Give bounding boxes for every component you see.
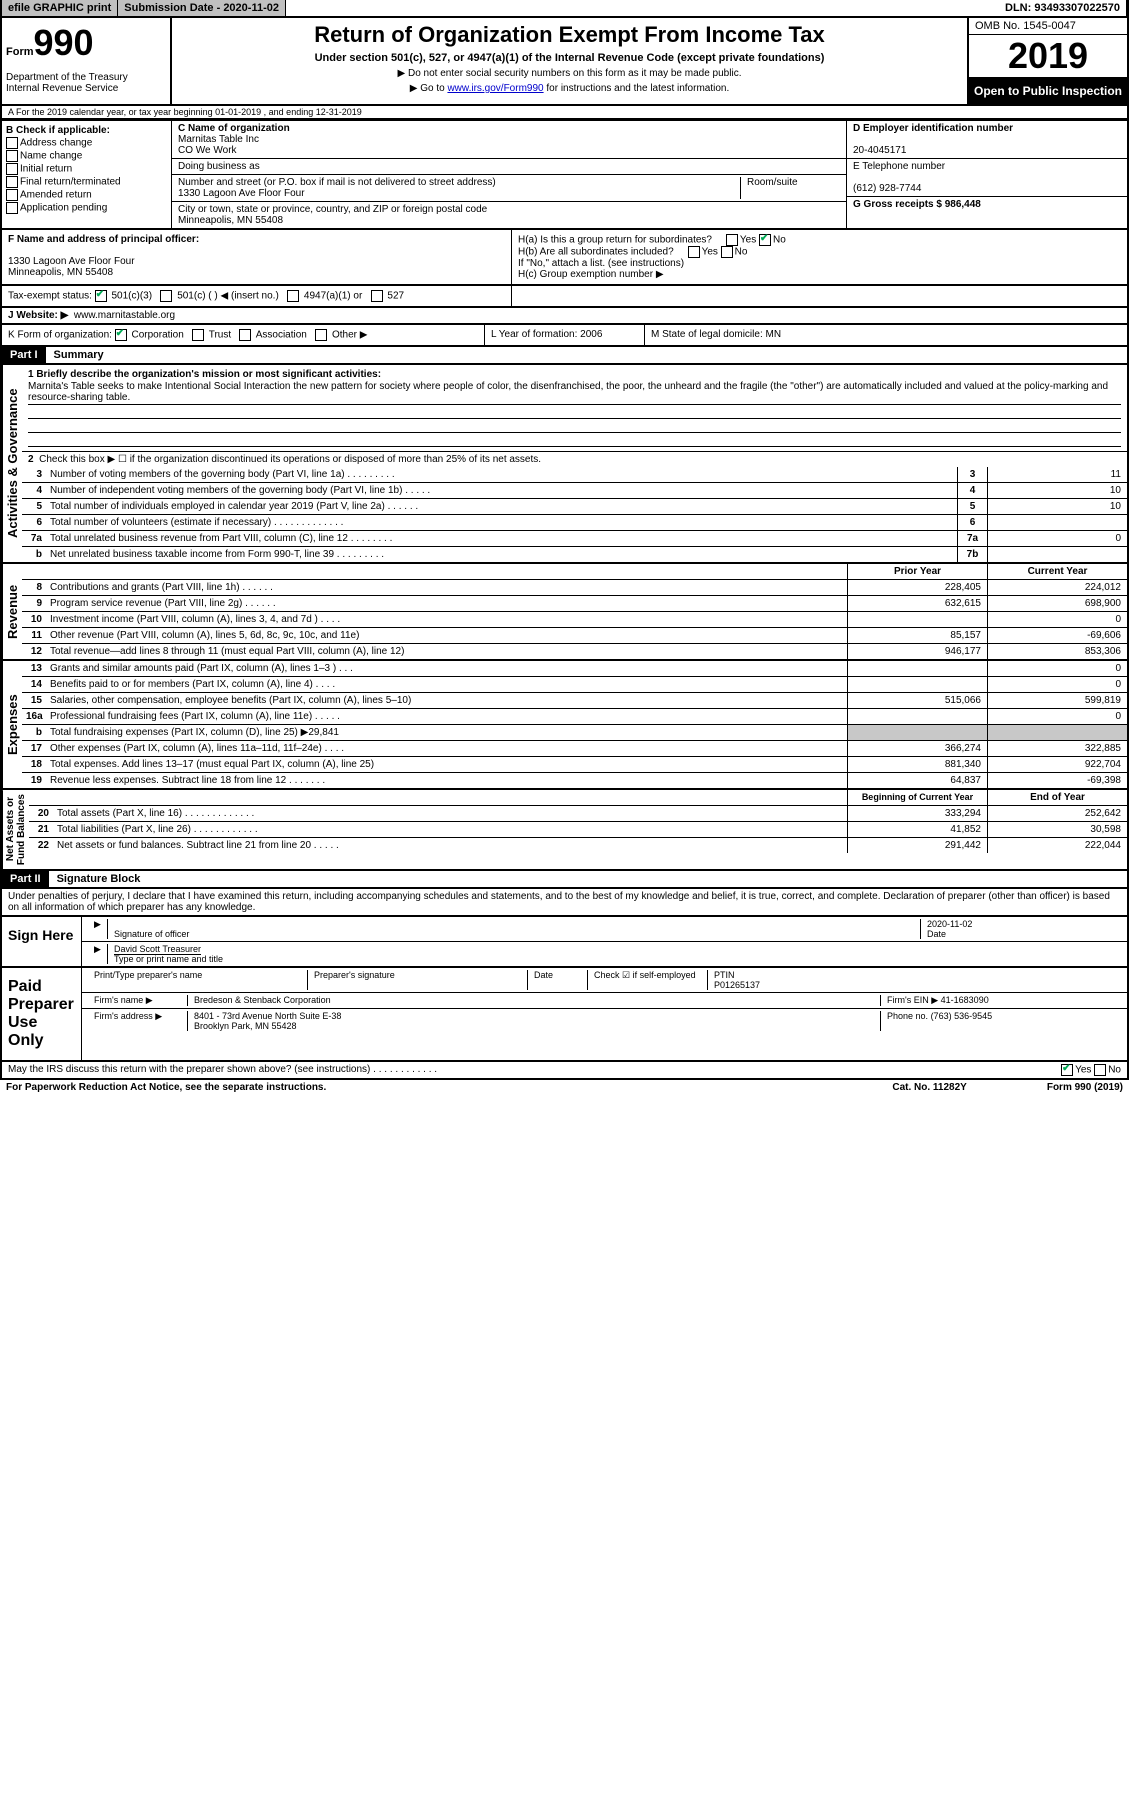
instructions-link-line: ▶ Go to www.irs.gov/Form990 for instruct… bbox=[182, 83, 957, 94]
website-row: J Website: ▶ www.marnitastable.org bbox=[0, 308, 1129, 325]
officer-group-row: F Name and address of principal officer:… bbox=[0, 230, 1129, 286]
summary-row: 13Grants and similar amounts paid (Part … bbox=[22, 661, 1127, 677]
form-org-row: K Form of organization: Corporation Trus… bbox=[0, 325, 1129, 347]
summary-row: 5Total number of individuals employed in… bbox=[22, 499, 1127, 515]
principal-officer: F Name and address of principal officer:… bbox=[2, 230, 512, 284]
summary-row: bTotal fundraising expenses (Part IX, co… bbox=[22, 725, 1127, 741]
expenses-label: Expenses bbox=[2, 661, 22, 788]
form-of-organization: K Form of organization: Corporation Trus… bbox=[2, 325, 485, 345]
form-subtitle: Under section 501(c), 527, or 4947(a)(1)… bbox=[182, 52, 957, 64]
summary-row: 17Other expenses (Part IX, column (A), l… bbox=[22, 741, 1127, 757]
summary-row: 20Total assets (Part X, line 16) . . . .… bbox=[29, 806, 1127, 822]
dln: DLN: 93493307022570 bbox=[999, 0, 1127, 16]
netassets-label: Net Assets or Fund Balances bbox=[2, 790, 29, 869]
discuss-row: May the IRS discuss this return with the… bbox=[0, 1062, 1129, 1080]
discontinued-check: 2 Check this box ▶ ☐ if the organization… bbox=[22, 451, 1127, 467]
city-state-zip: City or town, state or province, country… bbox=[172, 202, 846, 228]
dba: Doing business as bbox=[172, 159, 846, 175]
mission-block: 1 Briefly describe the organization's mi… bbox=[22, 365, 1127, 451]
footer: For Paperwork Reduction Act Notice, see … bbox=[0, 1080, 1129, 1095]
perjury-statement: Under penalties of perjury, I declare th… bbox=[0, 889, 1129, 917]
group-return: H(a) Is this a group return for subordin… bbox=[512, 230, 1127, 284]
paid-preparer-block: Paid Preparer Use Only Print/Type prepar… bbox=[0, 968, 1129, 1062]
org-name: C Name of organization Marnitas Table In… bbox=[172, 121, 846, 159]
column-header-row: Prior Year Current Year bbox=[22, 564, 1127, 580]
summary-row: 16aProfessional fundraising fees (Part I… bbox=[22, 709, 1127, 725]
column-header-row-2: Beginning of Current Year End of Year bbox=[29, 790, 1127, 806]
top-bar: efile GRAPHIC print Submission Date - 20… bbox=[0, 0, 1129, 18]
summary-row: 15Salaries, other compensation, employee… bbox=[22, 693, 1127, 709]
sign-here-block: Sign Here ▶ Signature of officer 2020-11… bbox=[0, 917, 1129, 968]
year-formation: L Year of formation: 2006 bbox=[485, 325, 645, 345]
form-header: Form990 Department of the Treasury Inter… bbox=[0, 18, 1129, 106]
signature-date: 2020-11-02Date bbox=[921, 919, 1121, 939]
summary-row: 9Program service revenue (Part VIII, lin… bbox=[22, 596, 1127, 612]
officer-signature[interactable]: Signature of officer bbox=[108, 919, 921, 939]
department: Department of the Treasury Internal Reve… bbox=[6, 72, 166, 94]
summary-row: 10Investment income (Part VIII, column (… bbox=[22, 612, 1127, 628]
preparer-date[interactable]: Date bbox=[528, 970, 588, 990]
entity-info: B Check if applicable: Address change Na… bbox=[0, 120, 1129, 230]
tax-year: 2019 bbox=[969, 35, 1127, 78]
preparer-signature[interactable]: Preparer's signature bbox=[308, 970, 528, 990]
summary-expenses: Expenses 13Grants and similar amounts pa… bbox=[0, 661, 1129, 790]
summary-netassets: Net Assets or Fund Balances Beginning of… bbox=[0, 790, 1129, 871]
governance-label: Activities & Governance bbox=[2, 365, 22, 562]
form-title: Return of Organization Exempt From Incom… bbox=[182, 22, 957, 48]
officer-name-title: David Scott TreasurerType or print name … bbox=[108, 944, 1121, 964]
gross-receipts: G Gross receipts $ 986,448 bbox=[847, 197, 1127, 212]
summary-row: 22Net assets or fund balances. Subtract … bbox=[29, 838, 1127, 853]
privacy-note: ▶ Do not enter social security numbers o… bbox=[182, 68, 957, 79]
tax-exempt-status: Tax-exempt status: 501(c)(3) 501(c) ( ) … bbox=[2, 286, 512, 306]
telephone: E Telephone number(612) 928-7744 bbox=[847, 159, 1127, 197]
tax-period: A For the 2019 calendar year, or tax yea… bbox=[0, 106, 1129, 120]
summary-row: 11Other revenue (Part VIII, column (A), … bbox=[22, 628, 1127, 644]
preparer-name[interactable]: Print/Type preparer's name bbox=[88, 970, 308, 990]
summary-row: 8Contributions and grants (Part VIII, li… bbox=[22, 580, 1127, 596]
part2-header: Part II Signature Block bbox=[0, 871, 1129, 889]
summary-governance: Activities & Governance 1 Briefly descri… bbox=[0, 365, 1129, 564]
firm-address: 8401 - 73rd Avenue North Suite E-38Brook… bbox=[188, 1011, 881, 1031]
part1-header: Part I Summary bbox=[0, 347, 1129, 365]
omb-number: OMB No. 1545-0047 bbox=[969, 18, 1127, 35]
summary-row: bNet unrelated business taxable income f… bbox=[22, 547, 1127, 562]
form-number: Form990 bbox=[6, 22, 166, 64]
summary-row: 6Total number of volunteers (estimate if… bbox=[22, 515, 1127, 531]
street-address: Number and street (or P.O. box if mail i… bbox=[172, 175, 846, 202]
submission-date: Submission Date - 2020-11-02 bbox=[118, 0, 286, 16]
open-to-public: Open to Public Inspection bbox=[969, 78, 1127, 104]
summary-row: 3Number of voting members of the governi… bbox=[22, 467, 1127, 483]
firm-ein: Firm's EIN ▶ 41-1683090 bbox=[881, 995, 1121, 1006]
summary-row: 19Revenue less expenses. Subtract line 1… bbox=[22, 773, 1127, 788]
summary-row: 21Total liabilities (Part X, line 26) . … bbox=[29, 822, 1127, 838]
efile-print-button[interactable]: efile GRAPHIC print bbox=[2, 0, 118, 16]
ein: D Employer identification number20-40451… bbox=[847, 121, 1127, 159]
paid-preparer-label: Paid Preparer Use Only bbox=[2, 968, 82, 1060]
firm-name: Bredeson & Stenback Corporation bbox=[188, 995, 881, 1006]
sign-here-label: Sign Here bbox=[2, 917, 82, 966]
firm-phone: Phone no. (763) 536-9545 bbox=[881, 1011, 1121, 1031]
status-website-row: Tax-exempt status: 501(c)(3) 501(c) ( ) … bbox=[0, 286, 1129, 308]
revenue-label: Revenue bbox=[2, 564, 22, 659]
summary-revenue: Revenue Prior Year Current Year 8Contrib… bbox=[0, 564, 1129, 661]
ptin: PTINP01265137 bbox=[708, 970, 1121, 990]
summary-row: 7aTotal unrelated business revenue from … bbox=[22, 531, 1127, 547]
summary-row: 18Total expenses. Add lines 13–17 (must … bbox=[22, 757, 1127, 773]
state-domicile: M State of legal domicile: MN bbox=[645, 325, 1127, 345]
form990-link[interactable]: www.irs.gov/Form990 bbox=[447, 83, 543, 94]
self-employed-check[interactable]: Check ☑ if self-employed bbox=[588, 970, 708, 990]
summary-row: 12Total revenue—add lines 8 through 11 (… bbox=[22, 644, 1127, 659]
summary-row: 4Number of independent voting members of… bbox=[22, 483, 1127, 499]
summary-row: 14Benefits paid to or for members (Part … bbox=[22, 677, 1127, 693]
check-applicable: B Check if applicable: Address change Na… bbox=[2, 121, 172, 228]
